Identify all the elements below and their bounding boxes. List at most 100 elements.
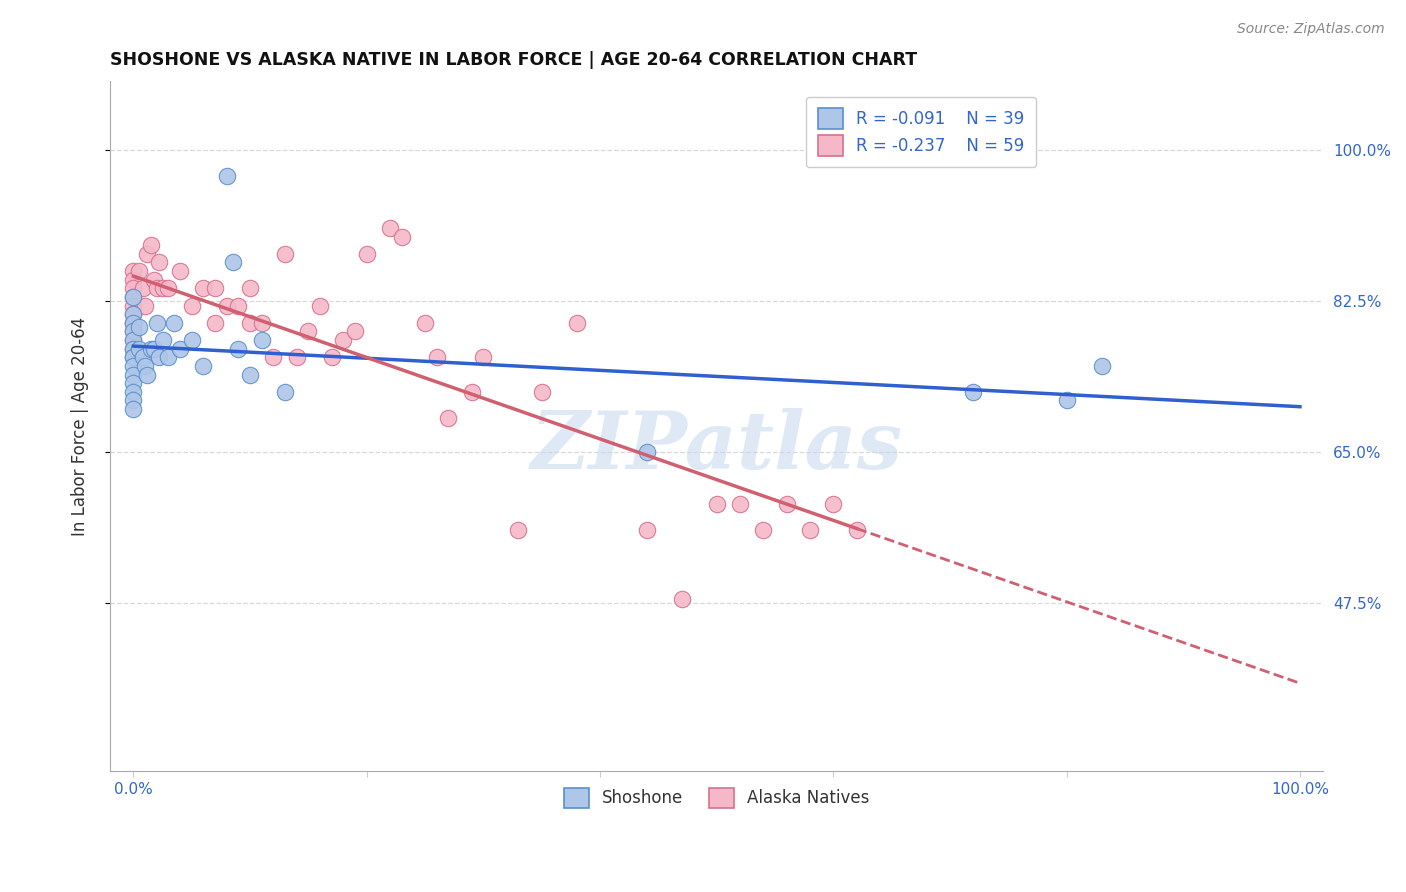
- Point: [274, 247, 297, 261]
- Point: [1091, 359, 1114, 373]
- Point: [134, 299, 156, 313]
- Point: [122, 273, 145, 287]
- Point: [122, 325, 145, 339]
- Point: [193, 281, 215, 295]
- Point: [239, 368, 262, 382]
- Point: [356, 247, 378, 261]
- Point: [122, 384, 145, 399]
- Point: [122, 316, 145, 330]
- Point: [122, 316, 145, 330]
- Point: [204, 281, 226, 295]
- Point: [145, 316, 167, 330]
- Point: [799, 523, 821, 537]
- Point: [136, 247, 159, 261]
- Point: [728, 497, 751, 511]
- Point: [636, 445, 658, 459]
- Point: [215, 299, 238, 313]
- Point: [962, 384, 984, 399]
- Point: [122, 333, 145, 347]
- Point: [122, 281, 145, 295]
- Point: [321, 351, 343, 365]
- Point: [157, 281, 180, 295]
- Point: [128, 264, 150, 278]
- Point: [122, 299, 145, 313]
- Point: [122, 264, 145, 278]
- Point: [136, 368, 159, 382]
- Point: [297, 325, 319, 339]
- Point: [143, 273, 166, 287]
- Point: [845, 523, 868, 537]
- Point: [472, 351, 495, 365]
- Point: [344, 325, 367, 339]
- Point: [228, 299, 250, 313]
- Legend: Shoshone, Alaska Natives: Shoshone, Alaska Natives: [557, 781, 876, 814]
- Point: [122, 342, 145, 356]
- Point: [776, 497, 799, 511]
- Point: [122, 359, 145, 373]
- Point: [180, 299, 202, 313]
- Point: [128, 342, 150, 356]
- Point: [565, 316, 588, 330]
- Point: [180, 333, 202, 347]
- Point: [752, 523, 775, 537]
- Point: [122, 290, 145, 304]
- Point: [122, 333, 145, 347]
- Point: [437, 410, 460, 425]
- Point: [132, 351, 155, 365]
- Point: [332, 333, 354, 347]
- Point: [157, 351, 180, 365]
- Point: [1056, 393, 1078, 408]
- Point: [671, 591, 693, 606]
- Point: [228, 342, 250, 356]
- Point: [145, 281, 167, 295]
- Point: [823, 497, 845, 511]
- Point: [122, 342, 145, 356]
- Point: [132, 281, 155, 295]
- Point: [262, 351, 284, 365]
- Point: [413, 316, 436, 330]
- Point: [530, 384, 553, 399]
- Point: [122, 393, 145, 408]
- Point: [163, 316, 186, 330]
- Point: [204, 316, 226, 330]
- Text: Source: ZipAtlas.com: Source: ZipAtlas.com: [1237, 22, 1385, 37]
- Point: [378, 221, 401, 235]
- Point: [122, 307, 145, 321]
- Point: [426, 351, 449, 365]
- Point: [122, 316, 145, 330]
- Y-axis label: In Labor Force | Age 20-64: In Labor Force | Age 20-64: [72, 317, 89, 536]
- Point: [139, 238, 162, 252]
- Point: [139, 342, 162, 356]
- Point: [636, 523, 658, 537]
- Point: [128, 320, 150, 334]
- Point: [134, 359, 156, 373]
- Point: [250, 333, 273, 347]
- Point: [122, 307, 145, 321]
- Point: [122, 402, 145, 417]
- Point: [309, 299, 332, 313]
- Point: [285, 351, 308, 365]
- Point: [122, 351, 145, 365]
- Point: [152, 333, 174, 347]
- Point: [460, 384, 482, 399]
- Point: [508, 523, 530, 537]
- Point: [215, 169, 238, 184]
- Point: [274, 384, 297, 399]
- Point: [122, 376, 145, 391]
- Point: [148, 351, 170, 365]
- Point: [122, 325, 145, 339]
- Point: [148, 255, 170, 269]
- Point: [250, 316, 273, 330]
- Point: [193, 359, 215, 373]
- Point: [122, 290, 145, 304]
- Point: [221, 255, 243, 269]
- Point: [239, 316, 262, 330]
- Point: [169, 342, 191, 356]
- Point: [169, 264, 191, 278]
- Text: ZIPatlas: ZIPatlas: [530, 409, 903, 486]
- Point: [391, 229, 413, 244]
- Point: [239, 281, 262, 295]
- Point: [122, 368, 145, 382]
- Point: [152, 281, 174, 295]
- Point: [122, 351, 145, 365]
